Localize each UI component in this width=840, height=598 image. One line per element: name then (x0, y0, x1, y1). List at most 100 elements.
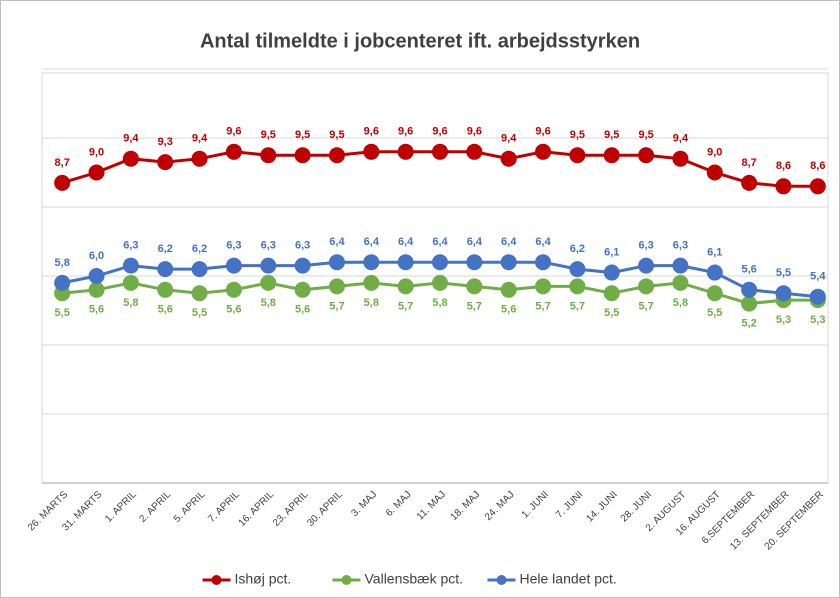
data-label: 8,6 (776, 160, 791, 172)
data-point (157, 281, 174, 298)
data-label: 5,3 (776, 314, 791, 326)
data-label: 9,5 (570, 129, 585, 141)
data-label: 5,6 (226, 304, 241, 316)
data-label: 6,4 (432, 236, 448, 248)
data-point (225, 143, 242, 160)
data-point (809, 178, 826, 195)
data-point (741, 281, 758, 298)
data-point (363, 274, 380, 291)
data-label: 6,4 (398, 236, 414, 248)
data-label: 5,8 (123, 297, 138, 309)
data-label: 5,6 (89, 304, 104, 316)
data-label: 5,7 (535, 300, 550, 312)
data-point (603, 264, 620, 281)
data-label: 6,3 (673, 240, 688, 252)
data-point (191, 285, 208, 302)
data-point (260, 257, 277, 274)
data-label: 6,3 (295, 240, 310, 252)
data-label: 9,5 (261, 129, 276, 141)
data-point (363, 143, 380, 160)
data-label: 6,1 (707, 246, 722, 258)
data-label: 5,7 (467, 300, 482, 312)
data-point (397, 278, 414, 295)
data-label: 6,4 (467, 236, 483, 248)
data-point (328, 278, 345, 295)
data-point (706, 164, 723, 181)
data-point (809, 288, 826, 305)
data-label: 6,3 (226, 240, 241, 252)
data-label: 9,0 (89, 146, 104, 158)
data-label: 5,2 (741, 318, 756, 330)
data-point (432, 143, 448, 160)
data-label: 9,4 (673, 133, 689, 145)
data-label: 9,6 (398, 126, 413, 138)
data-label: 9,6 (467, 126, 482, 138)
data-point (260, 147, 277, 164)
data-point (294, 281, 311, 298)
data-point (500, 281, 517, 298)
data-point (225, 257, 242, 274)
data-point (500, 254, 517, 271)
data-label: 5,3 (810, 314, 825, 326)
data-point (294, 257, 311, 274)
data-point (157, 261, 174, 278)
data-point (122, 257, 139, 274)
data-point (741, 295, 758, 312)
data-label: 5,5 (55, 307, 70, 319)
data-label: 5,6 (158, 304, 173, 316)
data-point (603, 147, 620, 164)
data-label: 6,4 (364, 236, 380, 248)
data-point (569, 147, 586, 164)
data-point (54, 274, 71, 291)
data-label: 6,4 (501, 236, 517, 248)
data-label: 9,6 (535, 126, 550, 138)
data-point (466, 143, 483, 160)
data-label: 5,6 (741, 264, 756, 276)
data-point (775, 178, 792, 195)
data-point (397, 143, 414, 160)
legend-marker (341, 575, 352, 585)
data-point (775, 285, 792, 302)
data-point (260, 274, 277, 291)
data-label: 9,6 (364, 126, 379, 138)
data-label: 9,4 (192, 133, 208, 145)
data-label: 9,5 (638, 129, 653, 141)
data-point (328, 147, 345, 164)
data-point (672, 274, 689, 291)
data-point (432, 254, 448, 271)
data-point (741, 174, 758, 191)
data-point (157, 154, 174, 171)
data-label: 8,7 (741, 157, 756, 169)
data-label: 6,3 (123, 240, 138, 252)
data-label: 5,6 (501, 304, 516, 316)
data-label: 5,8 (432, 297, 447, 309)
data-point (603, 285, 620, 302)
data-label: 6,0 (89, 250, 104, 262)
data-label: 9,5 (295, 129, 310, 141)
data-point (569, 278, 586, 295)
data-point (672, 150, 689, 167)
data-label: 6,1 (604, 246, 619, 258)
data-label: 6,2 (158, 243, 173, 255)
data-point (638, 147, 655, 164)
data-label: 9,6 (432, 126, 447, 138)
data-label: 6,2 (192, 243, 207, 255)
data-label: 9,5 (329, 129, 344, 141)
legend-label: Ishøj pct. (235, 571, 292, 587)
data-label: 5,8 (55, 257, 70, 269)
data-point (466, 278, 483, 295)
data-point (191, 261, 208, 278)
data-label: 5,5 (707, 307, 722, 319)
legend-marker (496, 575, 507, 585)
data-label: 5,8 (364, 297, 379, 309)
data-point (638, 257, 655, 274)
data-label: 5,5 (604, 307, 619, 319)
data-point (432, 274, 448, 291)
data-label: 8,7 (55, 157, 70, 169)
data-point (535, 278, 552, 295)
data-point (88, 164, 105, 181)
data-point (535, 254, 552, 271)
